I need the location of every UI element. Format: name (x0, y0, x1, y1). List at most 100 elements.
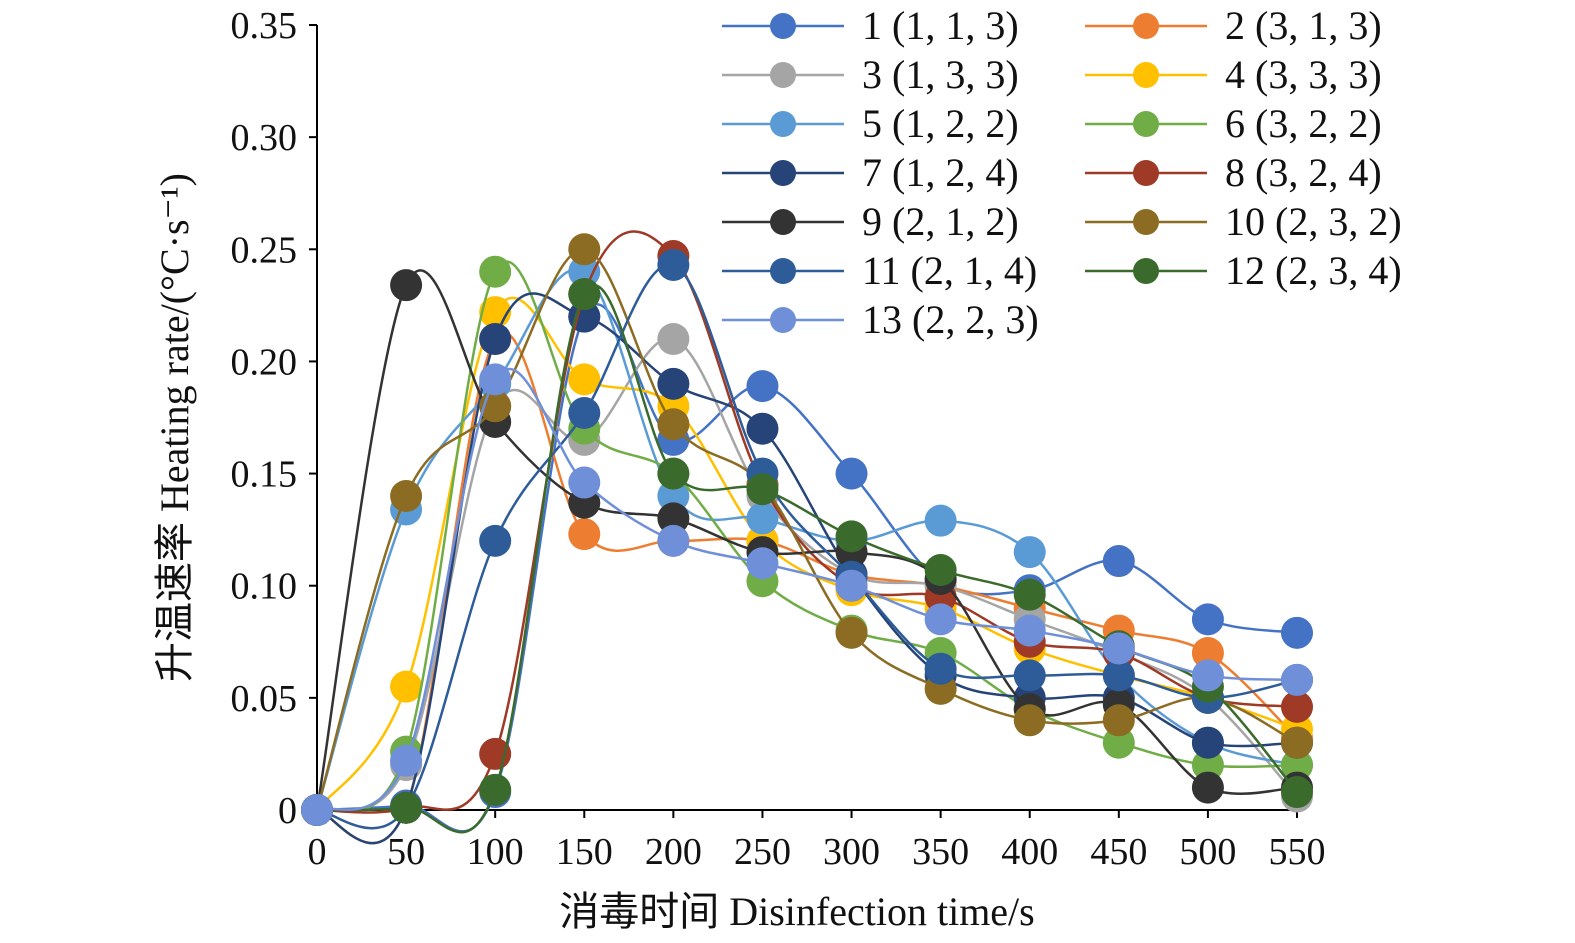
legend-item: 12 (2, 3, 4) (1085, 248, 1402, 293)
data-point (657, 248, 690, 281)
legend-item: 6 (3, 2, 2) (1085, 101, 1382, 146)
legend-marker (770, 160, 796, 186)
legend-label: 11 (2, 1, 4) (862, 248, 1037, 293)
series-line (316, 230, 1298, 814)
data-point (1102, 659, 1135, 692)
series-2 (301, 323, 1313, 845)
data-point (746, 473, 779, 506)
y-tick-label: 0.10 (231, 566, 298, 608)
data-point (835, 457, 868, 490)
data-point (568, 278, 601, 311)
data-point (835, 569, 868, 602)
data-point (657, 323, 690, 355)
legend-marker (770, 209, 796, 235)
legend-marker (770, 62, 796, 88)
x-tick-label: 150 (556, 831, 613, 873)
data-point (568, 233, 601, 266)
legend-marker (770, 307, 796, 333)
series-line (316, 292, 1298, 845)
legend-item: 13 (2, 2, 3) (722, 297, 1039, 342)
x-tick-label: 300 (823, 831, 880, 873)
data-point (1013, 536, 1046, 569)
legend-item: 1 (1, 1, 3) (722, 3, 1019, 48)
legend-item: 8 (3, 2, 4) (1085, 150, 1382, 195)
legend-marker (1133, 160, 1159, 186)
legend-label: 13 (2, 2, 3) (862, 297, 1039, 342)
x-tick-label: 450 (1090, 831, 1147, 873)
data-point (1281, 616, 1313, 649)
legend-item: 11 (2, 1, 4) (722, 248, 1037, 293)
x-tick-label: 550 (1269, 831, 1326, 873)
y-ticks: 0 0.05 0.10 0.15 0.20 0.25 0.30 0.35 (231, 5, 317, 832)
data-point (479, 524, 512, 557)
data-point (1013, 614, 1046, 647)
data-point (1102, 545, 1135, 578)
legend-marker (770, 258, 796, 284)
data-point (746, 412, 779, 445)
legend-item: 5 (1, 2, 2) (722, 101, 1019, 146)
legend-marker (1133, 62, 1159, 88)
x-tick-label: 250 (734, 831, 791, 873)
series-line (315, 248, 1298, 811)
legend-label: 9 (2, 1, 2) (862, 199, 1019, 244)
x-tick-label: 400 (1001, 831, 1058, 873)
data-point (479, 363, 512, 396)
data-point (1102, 726, 1135, 759)
legend-marker (1133, 209, 1159, 235)
legend-marker (770, 13, 796, 39)
data-point (1191, 771, 1224, 804)
data-point (746, 502, 779, 535)
y-tick-label: 0.25 (231, 229, 298, 271)
data-point (1191, 749, 1224, 782)
series-13 (301, 363, 1313, 826)
x-tick-label: 100 (467, 831, 524, 873)
data-point (390, 670, 423, 703)
series-line (315, 296, 1298, 811)
y-tick-label: 0 (278, 790, 297, 832)
series-7 (301, 292, 1313, 845)
x-tick-label: 350 (912, 831, 969, 873)
data-point (1102, 704, 1135, 737)
data-point (1013, 659, 1046, 692)
data-point (1013, 578, 1046, 611)
legend-label: 10 (2, 3, 2) (1225, 199, 1402, 244)
series-line (316, 367, 1298, 812)
legend: 1 (1, 1, 3) 2 (3, 1, 3) 3 (1, 3, 3) 4 (3, 3… (722, 3, 1402, 342)
x-axis-title: 消毒时间 Disinfection time/s (559, 889, 1035, 934)
x-tick-label: 200 (645, 831, 702, 873)
legend-label: 5 (1, 2, 2) (862, 101, 1019, 146)
legend-item: 7 (1, 2, 4) (722, 150, 1019, 195)
data-point (1191, 603, 1224, 636)
data-point (1281, 690, 1313, 723)
legend-label: 12 (2, 3, 4) (1225, 248, 1402, 293)
legend-item: 2 (3, 1, 3) (1085, 3, 1382, 48)
legend-label: 7 (1, 2, 4) (862, 150, 1019, 195)
data-point (1191, 637, 1224, 669)
data-point (835, 616, 868, 649)
legend-label: 4 (3, 3, 3) (1225, 52, 1382, 97)
data-point (746, 370, 779, 403)
data-point (568, 397, 601, 430)
data-point (1191, 659, 1224, 692)
data-point (1281, 776, 1313, 809)
y-tick-label: 0.35 (231, 5, 298, 47)
data-point (1281, 726, 1313, 759)
data-point (390, 269, 423, 302)
legend-label: 1 (1, 1, 3) (862, 3, 1019, 48)
series-layer (301, 230, 1313, 845)
data-point (746, 547, 779, 580)
y-tick-label: 0.30 (231, 117, 298, 159)
data-point (568, 363, 601, 396)
legend-marker (1133, 13, 1159, 39)
legend-label: 3 (1, 3, 3) (862, 52, 1019, 97)
data-point (1281, 749, 1313, 782)
legend-label: 8 (3, 2, 4) (1225, 150, 1382, 195)
data-point (657, 524, 690, 557)
data-point (657, 367, 690, 400)
legend-item: 10 (2, 3, 2) (1085, 199, 1402, 244)
data-point (390, 791, 423, 824)
data-point (479, 773, 512, 806)
legend-marker (1133, 258, 1159, 284)
legend-marker (1133, 111, 1159, 137)
